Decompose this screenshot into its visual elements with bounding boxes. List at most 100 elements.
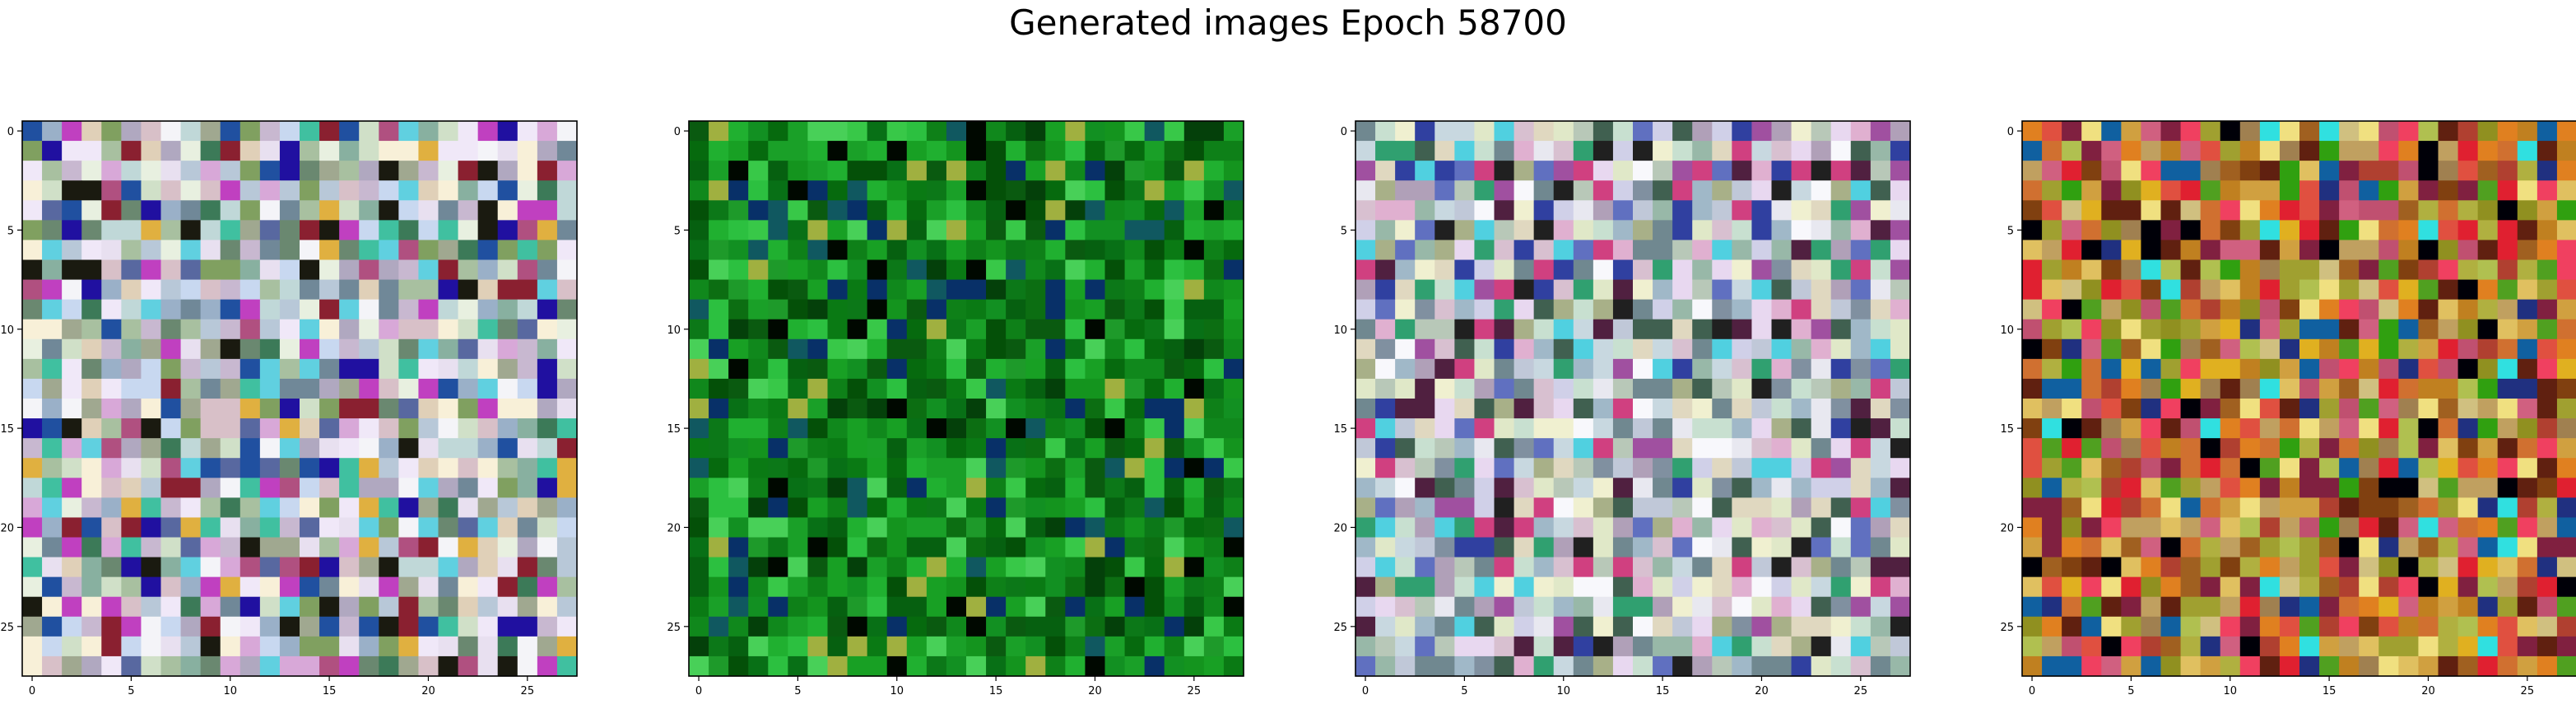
heatmap-cell bbox=[1025, 557, 1046, 578]
heatmap-cell bbox=[300, 240, 320, 261]
heatmap-cell bbox=[81, 200, 102, 221]
heatmap-cell bbox=[2259, 279, 2281, 301]
heatmap-cell bbox=[300, 378, 320, 399]
heatmap-cell bbox=[1791, 399, 1812, 419]
heatmap-cell bbox=[121, 378, 142, 399]
heatmap-cell bbox=[966, 517, 987, 539]
heatmap-cell bbox=[1375, 220, 1396, 241]
heatmap-cell bbox=[1355, 319, 1376, 340]
heatmap-cell bbox=[926, 478, 947, 498]
heatmap-cell bbox=[259, 616, 281, 637]
heatmap-cell bbox=[1811, 259, 1832, 281]
heatmap-cell bbox=[2101, 338, 2122, 360]
heatmap-cell bbox=[1712, 200, 1732, 221]
heatmap-cell bbox=[1593, 240, 1614, 261]
heatmap-cell bbox=[986, 121, 1007, 142]
heatmap-cell bbox=[1494, 655, 1515, 677]
heatmap-cell bbox=[1355, 180, 1376, 201]
heatmap-cell bbox=[2042, 517, 2062, 539]
heatmap-cell bbox=[200, 478, 221, 498]
heatmap-cell bbox=[121, 517, 142, 539]
heatmap-cell bbox=[807, 418, 829, 439]
heatmap-cell bbox=[2121, 616, 2142, 637]
heatmap-cell bbox=[2339, 418, 2360, 439]
heatmap-cell bbox=[926, 557, 947, 578]
heatmap-cell bbox=[1355, 240, 1376, 261]
heatmap-cell bbox=[2359, 141, 2379, 161]
heatmap-cell bbox=[1494, 180, 1515, 201]
heatmap-cell bbox=[748, 458, 769, 478]
heatmap-cell bbox=[966, 576, 987, 598]
heatmap-cell bbox=[748, 220, 769, 241]
heatmap-cell bbox=[1085, 141, 1106, 161]
heatmap-cell bbox=[2398, 358, 2420, 380]
heatmap-cell bbox=[748, 240, 769, 261]
heatmap-cell bbox=[867, 279, 888, 301]
heatmap-cell bbox=[768, 517, 788, 539]
heatmap-cell bbox=[1085, 121, 1106, 142]
heatmap-cell bbox=[2517, 161, 2538, 181]
heatmap-cell bbox=[906, 279, 928, 301]
heatmap-cell bbox=[2160, 161, 2182, 181]
heatmap-cell bbox=[1890, 616, 1911, 637]
heatmap-cell bbox=[1890, 438, 1911, 459]
heatmap-cell bbox=[537, 458, 558, 478]
heatmap-cell bbox=[458, 378, 479, 399]
heatmap-cell bbox=[438, 537, 459, 558]
heatmap-cell bbox=[2378, 557, 2399, 578]
heatmap-cell bbox=[1771, 200, 1793, 221]
heatmap-cell bbox=[379, 378, 399, 399]
heatmap-cell bbox=[946, 438, 967, 459]
heatmap-cell bbox=[1533, 161, 1555, 181]
heatmap-cell bbox=[42, 418, 63, 439]
heatmap-cell bbox=[2081, 259, 2102, 281]
heatmap-cell bbox=[728, 438, 749, 459]
heatmap-cell bbox=[239, 576, 261, 598]
heatmap-cell bbox=[1494, 596, 1515, 618]
heatmap-cell bbox=[1633, 418, 1653, 439]
heatmap-cell bbox=[239, 259, 261, 281]
heatmap-cell bbox=[2239, 121, 2261, 142]
heatmap-cell bbox=[2279, 200, 2300, 221]
heatmap-cell bbox=[2279, 557, 2300, 578]
heatmap-cell bbox=[2339, 358, 2360, 380]
heatmap-cell bbox=[1124, 438, 1146, 459]
heatmap-cell bbox=[200, 259, 221, 281]
heatmap-cell bbox=[2200, 576, 2221, 598]
heatmap-cell bbox=[966, 358, 987, 380]
heatmap-cell bbox=[180, 378, 202, 399]
heatmap-cell bbox=[42, 497, 63, 519]
heatmap-cell bbox=[2319, 161, 2340, 181]
heatmap-cell bbox=[319, 299, 340, 320]
heatmap-cell bbox=[1454, 458, 1476, 478]
heatmap-cell bbox=[689, 319, 709, 340]
heatmap-cell bbox=[1006, 596, 1026, 618]
heatmap-cell bbox=[946, 220, 967, 241]
heatmap-cell bbox=[1025, 517, 1046, 539]
heatmap-cell bbox=[1533, 596, 1555, 618]
heatmap-cell bbox=[220, 279, 241, 301]
heatmap-cell bbox=[2062, 121, 2082, 142]
heatmap-cell bbox=[748, 418, 769, 439]
heatmap-cell bbox=[2200, 438, 2221, 459]
heatmap-cell bbox=[2279, 418, 2300, 439]
heatmap-cell bbox=[768, 200, 788, 221]
heatmap-cell bbox=[1593, 636, 1614, 657]
heatmap-cell bbox=[1203, 497, 1225, 519]
heatmap-cell bbox=[1434, 458, 1455, 478]
heatmap-cell bbox=[986, 319, 1007, 340]
heatmap-cell bbox=[180, 616, 202, 637]
heatmap-cell bbox=[2497, 497, 2518, 519]
heatmap-cell bbox=[537, 338, 558, 360]
heatmap-cell bbox=[986, 438, 1007, 459]
heatmap-cell bbox=[1183, 616, 1205, 637]
heatmap-cell bbox=[768, 497, 788, 519]
heatmap-cell bbox=[2497, 576, 2518, 598]
heatmap-cell bbox=[1593, 161, 1614, 181]
heatmap-cell bbox=[689, 537, 709, 558]
heatmap-cell bbox=[1771, 259, 1793, 281]
heatmap-cell bbox=[2259, 517, 2281, 539]
heatmap-cell bbox=[1692, 576, 1713, 598]
heatmap-cell bbox=[42, 378, 63, 399]
heatmap-cell bbox=[438, 616, 459, 637]
